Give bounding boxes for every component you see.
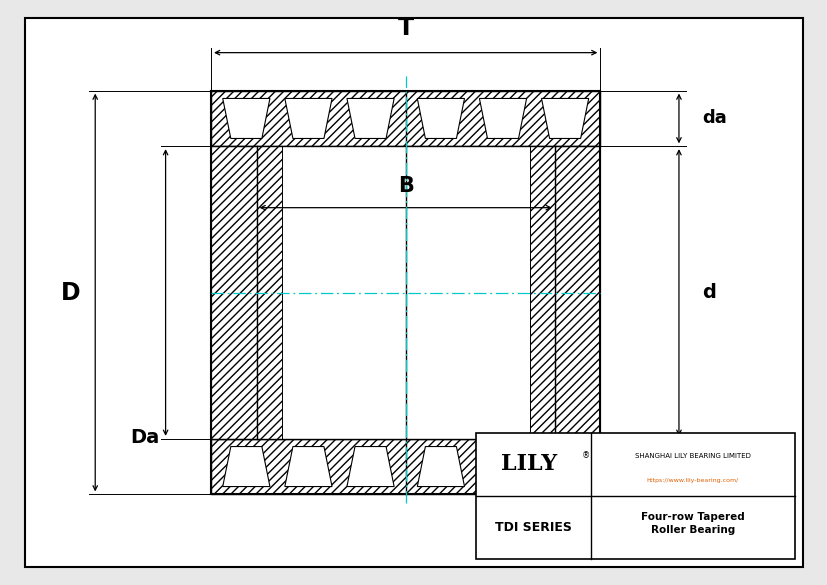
Text: SHANGHAI LILY BEARING LIMITED: SHANGHAI LILY BEARING LIMITED: [634, 453, 750, 459]
Text: ®: ®: [581, 451, 589, 460]
Polygon shape: [479, 446, 526, 487]
Polygon shape: [284, 446, 332, 487]
Bar: [211, 91, 600, 146]
Text: https://www.lily-bearing.com/: https://www.lily-bearing.com/: [646, 478, 739, 483]
Bar: [554, 146, 600, 439]
Bar: [211, 439, 600, 494]
Polygon shape: [417, 98, 464, 139]
Polygon shape: [347, 446, 394, 487]
Text: LILY: LILY: [500, 453, 557, 476]
Bar: [476, 433, 794, 559]
Text: B: B: [397, 176, 414, 196]
Bar: [256, 146, 281, 439]
Polygon shape: [222, 446, 270, 487]
Polygon shape: [541, 446, 588, 487]
Text: Da: Da: [130, 428, 160, 448]
Polygon shape: [222, 98, 270, 139]
Polygon shape: [541, 98, 588, 139]
Text: d: d: [701, 283, 715, 302]
Bar: [281, 146, 529, 439]
Polygon shape: [347, 98, 394, 139]
Polygon shape: [479, 98, 526, 139]
Polygon shape: [284, 98, 332, 139]
Bar: [529, 146, 554, 439]
Text: da: da: [701, 109, 726, 128]
Text: D: D: [60, 280, 80, 305]
Bar: [211, 146, 256, 439]
Text: Four-row Tapered
Roller Bearing: Four-row Tapered Roller Bearing: [640, 512, 743, 535]
Polygon shape: [417, 446, 464, 487]
Text: T: T: [397, 16, 414, 40]
Text: TDI SERIES: TDI SERIES: [495, 521, 571, 534]
